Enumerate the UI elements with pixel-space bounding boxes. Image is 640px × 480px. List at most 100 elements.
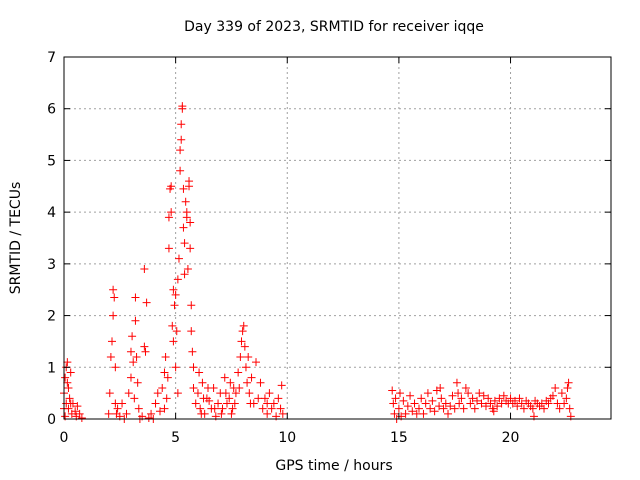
data-point (197, 409, 206, 418)
data-point (477, 399, 486, 408)
data-point (64, 383, 73, 392)
data-point (141, 347, 150, 356)
data-point (133, 378, 142, 387)
data-point (390, 409, 399, 418)
data-point (493, 402, 502, 411)
data-point (230, 399, 239, 408)
data-point (455, 399, 464, 408)
data-point (122, 409, 131, 418)
data-point (161, 352, 170, 361)
x-tick-label: 10 (278, 430, 296, 446)
data-point (66, 368, 75, 377)
y-tick-label: 1 (47, 360, 56, 376)
data-point (222, 399, 231, 408)
data-point (158, 383, 167, 392)
data-point (176, 166, 185, 175)
data-point (210, 404, 219, 413)
data-point (484, 394, 493, 403)
x-tick-label: 5 (171, 430, 180, 446)
data-point (177, 135, 186, 144)
data-point (169, 285, 178, 294)
data-point (237, 337, 246, 346)
data-point (419, 409, 428, 418)
data-point (108, 337, 117, 346)
data-point (111, 363, 120, 372)
data-point (169, 337, 178, 346)
data-point (191, 399, 200, 408)
data-point (231, 389, 240, 398)
data-points (60, 102, 575, 423)
data-point (153, 389, 162, 398)
data-point (269, 399, 278, 408)
data-point (109, 285, 118, 294)
data-point (489, 407, 498, 416)
data-point (446, 402, 455, 411)
data-point (142, 298, 151, 307)
data-point (71, 407, 80, 416)
data-point (277, 381, 286, 390)
data-point (176, 146, 185, 155)
data-point (430, 407, 439, 416)
data-point (560, 399, 569, 408)
data-point (234, 368, 243, 377)
data-point (243, 378, 252, 387)
data-point (66, 399, 75, 408)
data-point (473, 396, 482, 405)
data-point (147, 409, 156, 418)
y-tick-label: 3 (47, 257, 56, 273)
data-point (441, 399, 450, 408)
x-axis-label: GPS time / hours (275, 458, 392, 474)
data-point (254, 394, 263, 403)
data-point (450, 404, 459, 413)
data-point (486, 399, 495, 408)
data-point (186, 218, 195, 227)
data-point (274, 394, 283, 403)
data-point (497, 399, 506, 408)
data-point (537, 399, 546, 408)
y-tick-label: 0 (47, 412, 56, 428)
data-point (218, 404, 227, 413)
data-point (220, 373, 229, 382)
data-point (426, 404, 435, 413)
data-point (548, 391, 557, 400)
data-point (399, 396, 408, 405)
data-point (180, 270, 189, 279)
data-point (151, 399, 160, 408)
data-point (544, 399, 553, 408)
data-point (258, 404, 267, 413)
data-point (553, 399, 562, 408)
data-point (160, 368, 169, 377)
data-point (499, 391, 508, 400)
data-point (459, 404, 468, 413)
data-point (109, 311, 118, 320)
data-point (276, 404, 285, 413)
data-point (186, 244, 195, 253)
chart-title: Day 339 of 2023, SRMTID for receiver iqq… (184, 19, 484, 35)
axis-ticks: 0 1 2 3 4 5 6 7 0 5 10 15 20 (47, 50, 611, 446)
data-point (265, 389, 274, 398)
data-point (563, 383, 572, 392)
y-tick-label: 4 (47, 205, 56, 221)
data-point (187, 301, 196, 310)
data-point (111, 399, 120, 408)
data-point (205, 396, 214, 405)
data-point (178, 102, 187, 111)
data-point (118, 399, 127, 408)
data-point (227, 409, 236, 418)
data-point (540, 404, 549, 413)
data-point (228, 404, 237, 413)
data-point (515, 394, 524, 403)
data-point (551, 383, 560, 392)
data-point (260, 394, 269, 403)
data-point (267, 404, 276, 413)
data-point (198, 378, 207, 387)
data-point (214, 399, 223, 408)
grid-lines (64, 57, 611, 419)
x-tick-label: 0 (60, 430, 69, 446)
data-point (104, 409, 113, 418)
data-point (187, 327, 196, 336)
data-point (128, 332, 137, 341)
data-point (106, 352, 115, 361)
data-point (173, 275, 182, 284)
